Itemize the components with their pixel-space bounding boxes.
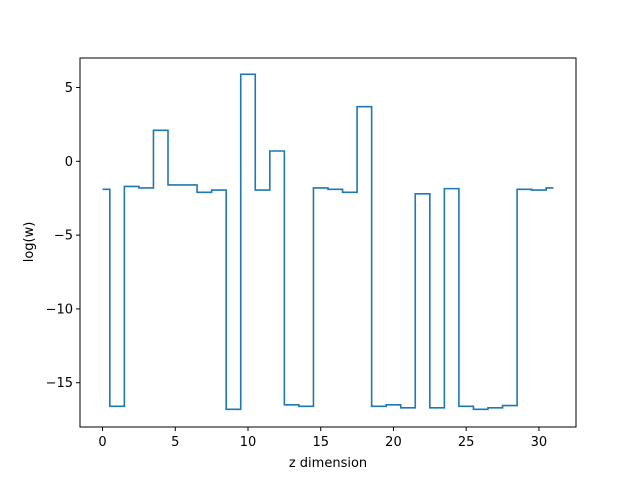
y-axis: 5 0 −5 −10 −15	[46, 81, 80, 391]
x-tick-label: 15	[312, 435, 329, 450]
x-tick-label: 10	[240, 435, 257, 450]
x-tick-label: 30	[531, 435, 548, 450]
series-layer	[102, 73, 554, 411]
y-tick-label: −10	[46, 302, 73, 317]
x-tick-label: 0	[98, 435, 106, 450]
x-axis-label: z dimension	[289, 456, 367, 471]
y-tick-label: 0	[65, 155, 73, 170]
y-tick-label: −15	[46, 376, 73, 391]
plot-frame	[79, 57, 577, 428]
y-axis-label: log(w)	[22, 222, 37, 263]
x-axis: 0 5 10 15 20 25 30	[98, 427, 547, 450]
series-line-0	[102, 73, 554, 411]
x-tick-label: 25	[458, 435, 475, 450]
x-tick-label: 5	[171, 435, 179, 450]
y-tick-label: 5	[65, 81, 73, 96]
y-tick-label: −5	[54, 229, 73, 244]
x-tick-label: 20	[385, 435, 402, 450]
